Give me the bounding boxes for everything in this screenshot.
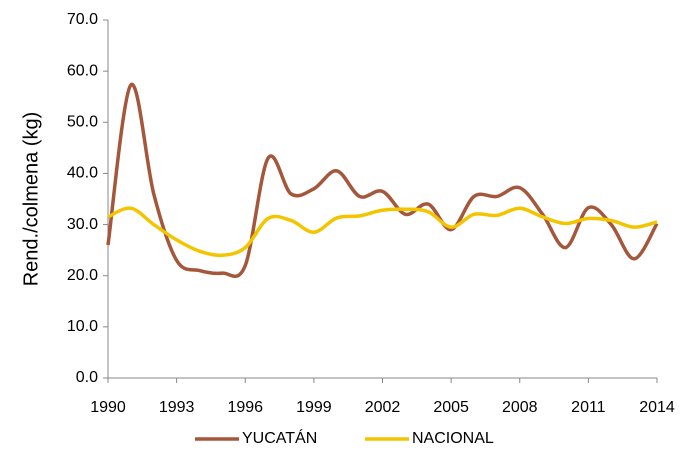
y-tick-label: 30.0 [67,216,98,233]
x-tick-label: 1999 [296,399,332,416]
y-tick-label: 0.0 [76,369,98,386]
y-tick-label: 50.0 [67,114,98,131]
series-line [106,82,659,278]
x-tick-label: 2002 [365,399,401,416]
y-tick-label: 60.0 [67,62,98,79]
x-tick-label: 2011 [571,399,606,416]
x-tick-label: 1993 [159,399,195,416]
y-tick-label: 10.0 [67,318,98,335]
y-tick-label: 20.0 [67,267,98,284]
x-tick-label: 2005 [433,399,469,416]
y-axis-label: Rend./colmena (kg) [20,112,42,287]
series-line [107,206,658,258]
legend-label: YUCATÁN [242,428,317,447]
x-tick-label: 1996 [227,399,263,416]
x-tick-label: 2014 [639,399,675,416]
legend-label: NACIONAL [412,430,494,447]
y-tick-label: 40.0 [67,165,98,182]
x-tick-label: 2008 [502,399,538,416]
x-tick-label: 1990 [90,399,126,416]
y-tick-label: 70.0 [67,11,98,28]
